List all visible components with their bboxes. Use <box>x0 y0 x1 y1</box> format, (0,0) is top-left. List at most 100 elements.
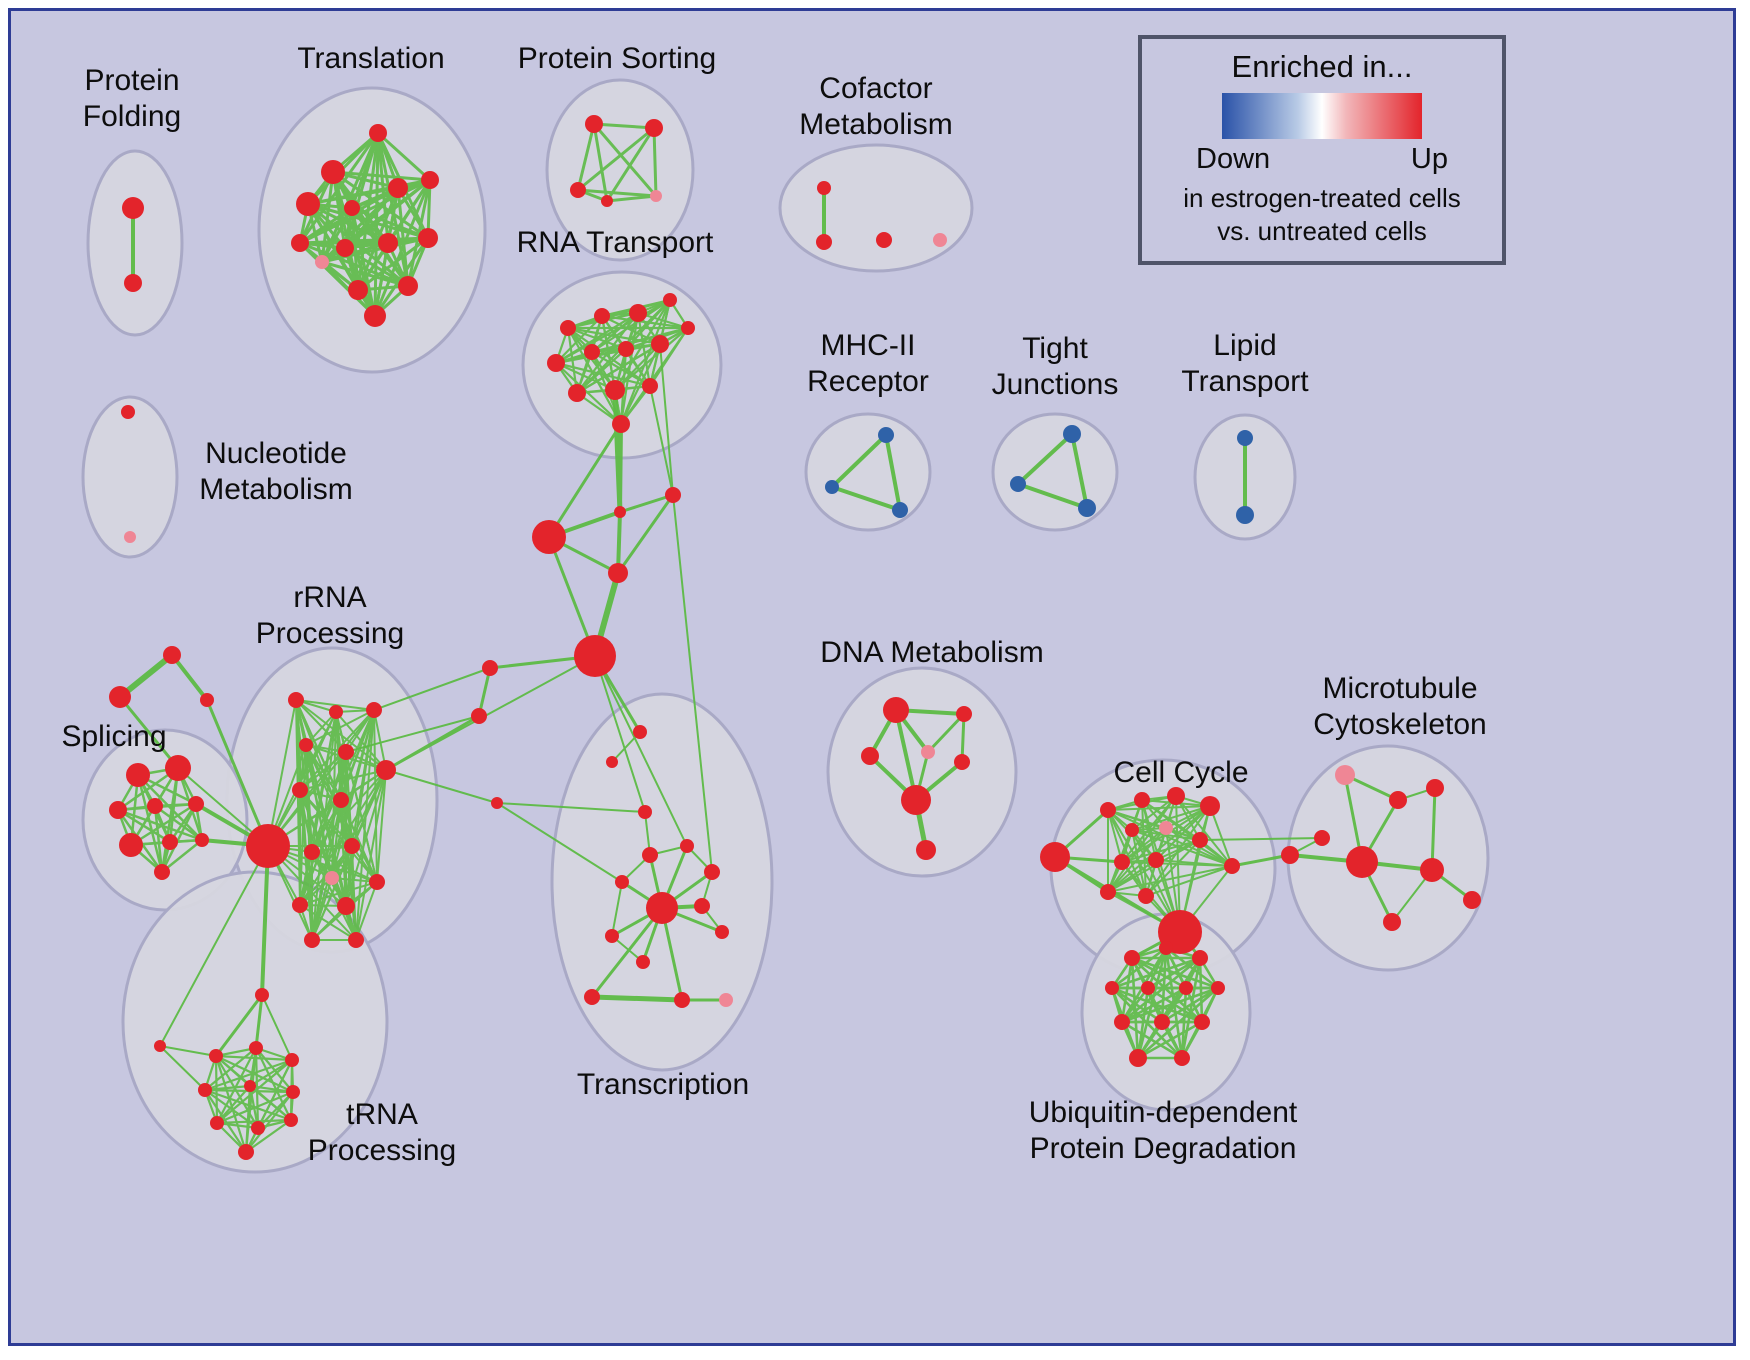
node-tl4 <box>344 200 360 216</box>
network-edge <box>406 178 432 288</box>
node-mt4 <box>1281 846 1299 864</box>
network-edge <box>589 994 685 1003</box>
network-edge <box>214 1054 260 1130</box>
node-sp9 <box>154 864 170 880</box>
network-edge <box>203 1088 248 1154</box>
node-dn5 <box>954 754 970 770</box>
node-rr1 <box>288 692 304 708</box>
network-edge <box>590 311 640 354</box>
network-edge <box>267 699 297 847</box>
network-edge <box>385 769 498 804</box>
node-cf3 <box>876 232 892 248</box>
node-tn8 <box>251 1121 265 1135</box>
network-edge <box>1209 805 1233 867</box>
network-edge <box>554 314 604 365</box>
node-ub9 <box>1154 1014 1170 1030</box>
node-rt12 <box>642 378 658 394</box>
network-edge <box>619 311 640 426</box>
network-edge <box>215 1090 295 1125</box>
node-dn2 <box>956 706 972 722</box>
network-edge <box>1164 946 1220 990</box>
network-edge <box>248 1084 293 1122</box>
node-cc11 <box>1100 884 1116 900</box>
legend-subtitle-line1: in estrogen-treated cells <box>1183 183 1461 213</box>
edges <box>117 186 1474 1091</box>
network-edge <box>575 347 628 395</box>
node-nc2 <box>124 531 136 543</box>
network-edge <box>884 433 902 512</box>
node-ps3 <box>570 182 586 198</box>
cluster-label-ubiquitin-degradation: Ubiquitin-dependent Protein Degradation <box>1029 1096 1298 1165</box>
network-edge <box>1016 432 1074 486</box>
network-edge <box>153 804 164 874</box>
node-sp8 <box>195 833 209 847</box>
node-mt1 <box>1335 765 1355 785</box>
node-tn9 <box>284 1113 298 1127</box>
node-pf2 <box>124 274 142 292</box>
legend-down-label: Down <box>1196 143 1271 175</box>
network-edge <box>311 769 387 853</box>
network-edge <box>1121 839 1201 863</box>
node-rt2 <box>594 308 610 324</box>
node-tc13 <box>674 992 690 1008</box>
node-rt3 <box>629 304 647 322</box>
node-rr12 <box>292 897 308 913</box>
node-rr3 <box>366 702 382 718</box>
node-sp4 <box>147 798 163 814</box>
node-tc12 <box>584 989 600 1005</box>
network-edge <box>616 510 622 575</box>
node-rt1 <box>560 320 576 336</box>
node-tc5 <box>680 839 694 853</box>
network-edge <box>299 789 378 883</box>
network-edge <box>244 1084 252 1154</box>
cluster-ellipse-mhc-ii-receptor <box>804 412 932 532</box>
node-tc8 <box>694 898 710 914</box>
node-mt8 <box>1383 913 1401 931</box>
node-m2 <box>471 708 487 724</box>
network-edge <box>373 667 491 711</box>
cluster-label-trna-processing: tRNA Processing <box>308 1098 456 1167</box>
node-tn0 <box>255 988 269 1002</box>
legend-endpoint-labels: Down Up <box>1196 143 1448 176</box>
node-mt7 <box>1463 891 1481 909</box>
node-tn6 <box>286 1085 300 1099</box>
network-edge <box>496 802 646 813</box>
network-edge <box>1110 946 1168 990</box>
network-edge <box>356 236 430 292</box>
node-sp7 <box>162 834 178 850</box>
node-cc10 <box>1224 858 1240 874</box>
node-tl10 <box>418 228 438 248</box>
node-dn4 <box>921 745 935 759</box>
node-mt2 <box>1389 791 1407 809</box>
network-edge <box>594 655 646 813</box>
node-rr5 <box>338 744 354 760</box>
network-edge <box>160 802 198 874</box>
network-edge <box>1155 859 1233 867</box>
network-edge <box>299 881 378 906</box>
node-tl1 <box>321 160 345 184</box>
node-ub3 <box>1192 950 1208 966</box>
node-tl2 <box>369 124 387 142</box>
cluster-label-tight-junctions: Tight Junctions <box>992 332 1119 401</box>
cluster-label-cell-cycle: Cell Cycle <box>1113 756 1248 789</box>
network-edge <box>153 804 204 842</box>
network-edge <box>1146 956 1202 990</box>
node-tn2 <box>249 1041 263 1055</box>
cluster-ellipse-cofactor-metabolism <box>778 143 974 273</box>
network-edge <box>298 178 432 245</box>
node-tl14 <box>364 305 386 327</box>
network-edge <box>305 711 337 746</box>
node-tj3 <box>1078 499 1096 517</box>
node-sp1 <box>126 763 150 787</box>
network-edge <box>600 314 662 346</box>
node-rt6 <box>584 344 600 360</box>
node-ub6 <box>1179 981 1193 995</box>
network-edge <box>594 655 688 847</box>
node-mt6 <box>1420 858 1444 882</box>
network-edge <box>1120 986 1220 1024</box>
node-tl13 <box>398 276 418 296</box>
node-tc6 <box>704 864 720 880</box>
network-edge <box>159 1045 206 1091</box>
network-edge <box>254 993 264 1050</box>
